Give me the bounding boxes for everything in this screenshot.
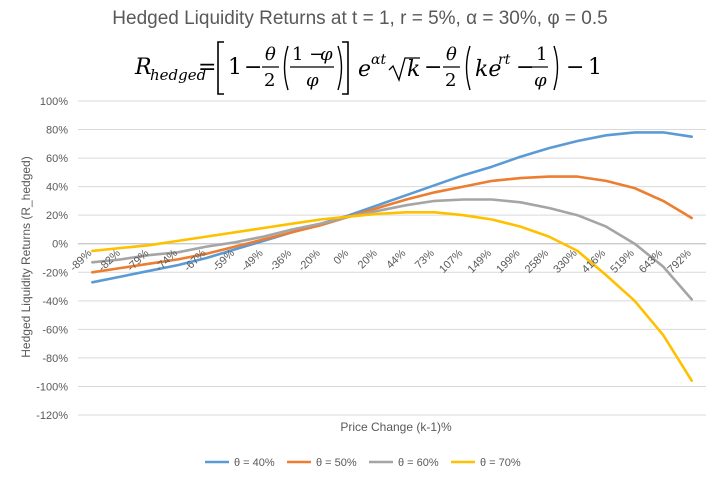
y-tick-label: 20% [46, 210, 68, 222]
y-tick-label: 80% [46, 125, 68, 137]
x-tick-label: 0% [332, 247, 352, 267]
svg-text:θ: θ [265, 44, 276, 65]
x-tick-label: 416% [580, 247, 609, 276]
y-tick-label: -80% [42, 353, 68, 365]
svg-text:rt: rt [498, 52, 511, 68]
y-tick-label: -40% [42, 296, 68, 308]
series-line [91, 131, 694, 284]
x-tick-label: 44% [384, 247, 408, 271]
series-lines [91, 131, 694, 383]
svg-text:1: 1 [536, 44, 547, 65]
y-tick-label: -100% [36, 381, 68, 393]
svg-text:2: 2 [264, 70, 275, 91]
x-tick-label: 20% [356, 247, 380, 271]
series-line [91, 175, 694, 274]
legend: θ = 40% θ = 50% θ = 60% θ = 70% [205, 457, 521, 469]
svg-text:φ: φ [306, 70, 319, 91]
x-tick-label: 792% [665, 247, 694, 276]
x-tick-label: 73% [413, 247, 437, 271]
svg-text:−: − [516, 55, 534, 80]
svg-text:−: − [244, 55, 262, 80]
x-tick-label: 330% [551, 247, 580, 276]
legend-label: θ = 50% [316, 457, 357, 469]
series-line [91, 211, 694, 383]
y-tick-label: -20% [42, 267, 68, 279]
x-tick-label: 258% [523, 247, 552, 276]
y-tick-label: 0% [52, 239, 68, 251]
legend-label: θ = 40% [234, 457, 275, 469]
y-tick-label: 100% [40, 96, 68, 108]
svg-text:e: e [358, 57, 371, 82]
x-tick-label: -36% [268, 247, 295, 274]
x-tick-label: 643% [637, 247, 666, 276]
svg-text:2: 2 [445, 70, 456, 91]
legend-item: θ = 40% [205, 457, 275, 469]
x-tick-label: 519% [608, 247, 637, 276]
svg-text:k: k [407, 57, 420, 82]
chart-title: Hedged Liquidity Returns at t = 1, r = 5… [112, 8, 608, 29]
y-tick-label: -120% [36, 410, 68, 422]
svg-text:1: 1 [588, 55, 602, 80]
x-tick-label: 199% [494, 247, 523, 276]
svg-text:−: − [566, 55, 584, 80]
svg-text:=: = [198, 55, 216, 80]
svg-text:θ: θ [446, 44, 457, 65]
svg-text:R: R [134, 55, 152, 80]
svg-text:−: − [424, 55, 442, 80]
svg-text:1 −: 1 − [292, 44, 324, 65]
y-axis-title: Hedged Liquidity Returns (R_hedged) [19, 156, 33, 357]
svg-text:1: 1 [228, 55, 242, 80]
svg-text:φ: φ [534, 70, 547, 91]
svg-text:ke: ke [475, 57, 501, 82]
x-tick-label: 149% [466, 247, 495, 276]
legend-item: θ = 50% [287, 457, 357, 469]
svg-text:hedged: hedged [150, 66, 206, 84]
y-tick-label: -60% [42, 324, 68, 336]
svg-text:φ: φ [320, 44, 333, 65]
legend-label: θ = 70% [480, 457, 521, 469]
y-tick-label: 40% [46, 182, 68, 194]
y-tick-label: 60% [46, 153, 68, 165]
series-line [91, 198, 694, 301]
x-tick-label: 107% [437, 247, 466, 276]
x-tick-label: -20% [296, 247, 323, 274]
y-axis: -120% -100% -80% -60% -40% -20% 0% 20% 40% 60% 80%… [36, 96, 68, 422]
formula: R hedged = 1 − θ 2 1 − φ φ e αt k − θ 2 … [134, 41, 602, 95]
x-tick-label: -89% [68, 247, 95, 274]
legend-item: θ = 60% [369, 457, 439, 469]
x-tick-label: -49% [239, 247, 266, 274]
legend-item: θ = 70% [451, 457, 521, 469]
x-axis-title: Price Change (k-1)% [340, 420, 452, 434]
svg-text:αt: αt [371, 52, 386, 68]
legend-label: θ = 60% [398, 457, 439, 469]
